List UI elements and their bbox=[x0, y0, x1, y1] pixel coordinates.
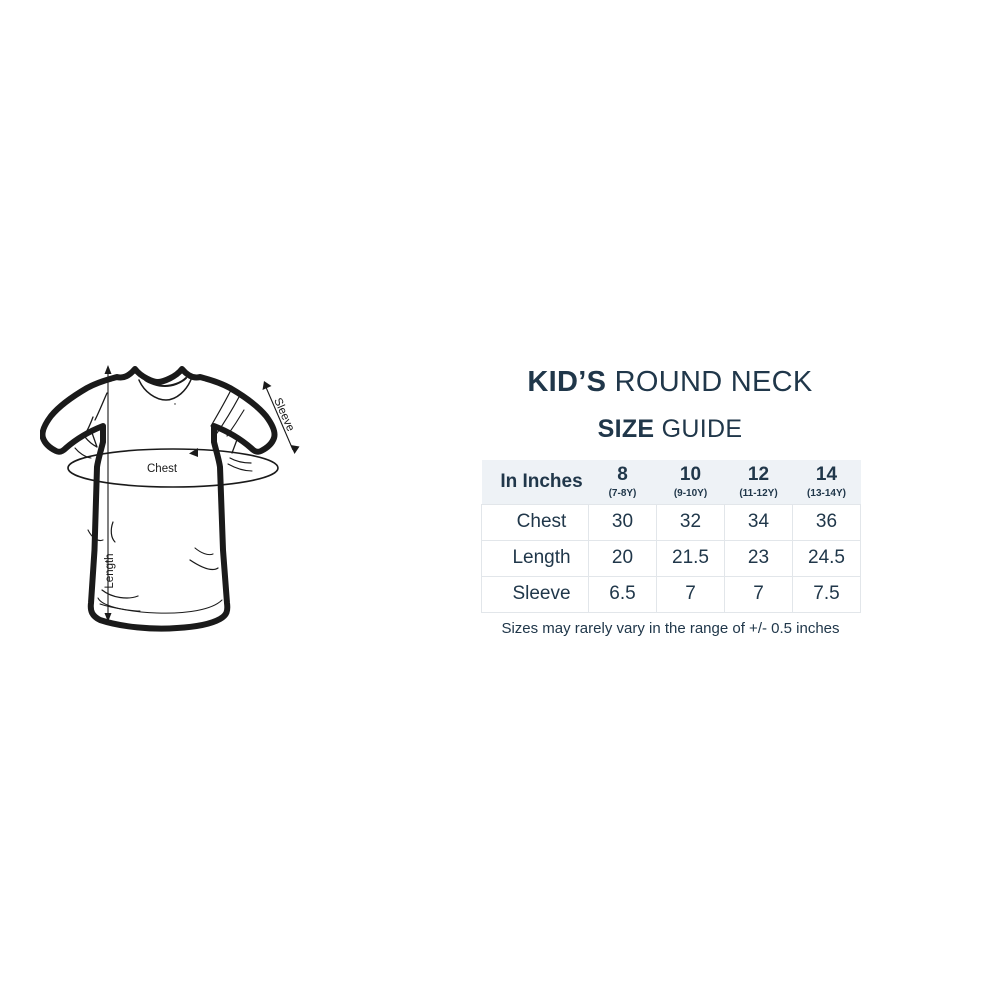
svg-text:Chest: Chest bbox=[147, 463, 178, 475]
svg-text:Length: Length bbox=[104, 553, 116, 588]
